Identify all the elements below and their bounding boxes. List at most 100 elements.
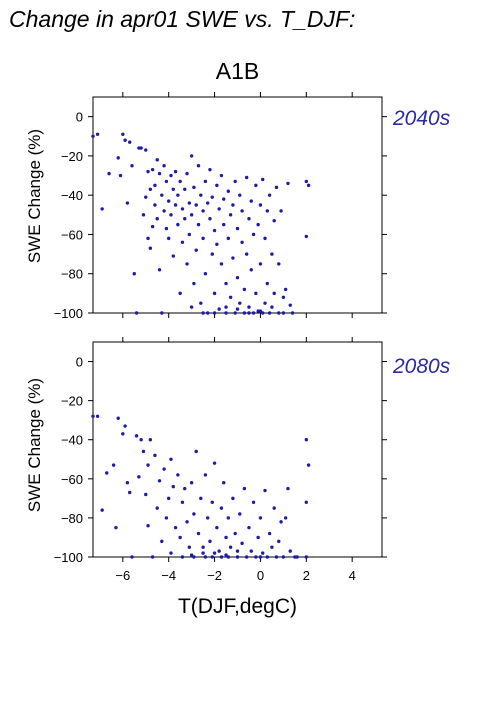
data-point <box>164 516 169 520</box>
data-point <box>265 555 270 559</box>
data-point <box>263 488 267 493</box>
data-point <box>199 301 203 305</box>
data-point <box>242 486 247 491</box>
data-point <box>141 213 146 217</box>
data-point <box>238 193 242 197</box>
y-tick-label: −80 <box>61 267 83 282</box>
data-point <box>226 189 231 193</box>
data-point <box>215 242 219 246</box>
data-point <box>150 555 155 559</box>
data-point <box>139 438 143 442</box>
data-point <box>123 138 127 142</box>
data-point <box>258 516 263 520</box>
data-point <box>288 303 292 307</box>
data-point <box>212 228 217 233</box>
data-point <box>178 535 182 540</box>
data-point <box>240 541 244 546</box>
data-point <box>306 463 311 467</box>
chart-title: Change in apr01 SWE vs. T_DJF: <box>9 6 356 32</box>
data-point <box>127 490 132 495</box>
data-point <box>100 207 104 211</box>
data-point <box>118 173 123 178</box>
data-point <box>283 287 288 292</box>
data-point <box>155 506 159 510</box>
data-point <box>171 254 175 258</box>
period-label-bottom: 2080s <box>393 355 451 378</box>
data-point <box>185 520 189 524</box>
data-point <box>166 496 171 501</box>
data-point <box>146 169 150 174</box>
data-point <box>304 438 309 442</box>
data-point <box>270 252 274 256</box>
data-point <box>222 197 226 201</box>
data-point <box>235 555 240 559</box>
data-point <box>249 549 253 553</box>
data-point <box>144 195 148 199</box>
data-point <box>219 506 224 510</box>
data-point <box>160 539 164 544</box>
y-tick-label: −80 <box>61 511 83 526</box>
x-tick-label: −2 <box>207 568 222 583</box>
data-point <box>261 551 265 555</box>
data-point <box>183 187 187 191</box>
data-point <box>272 506 276 510</box>
data-point <box>251 311 256 315</box>
data-point <box>222 481 226 485</box>
data-point <box>192 185 196 190</box>
data-point <box>224 535 228 540</box>
data-point <box>247 305 251 309</box>
data-point <box>258 203 263 207</box>
data-point <box>270 305 274 309</box>
data-point <box>148 246 153 250</box>
data-point <box>166 199 171 203</box>
data-point <box>228 295 233 299</box>
data-point <box>201 236 205 241</box>
x-tick-label: 4 <box>349 568 356 583</box>
data-point <box>166 236 171 241</box>
data-point <box>249 199 253 203</box>
data-point <box>203 473 208 477</box>
data-point <box>219 555 224 559</box>
data-point <box>247 311 251 315</box>
data-point <box>125 201 130 205</box>
y-tick-label: −100 <box>54 550 83 565</box>
data-point <box>201 209 205 213</box>
data-point <box>208 167 212 172</box>
data-point <box>304 500 309 504</box>
data-point <box>261 311 265 315</box>
data-point <box>199 496 203 501</box>
data-point <box>286 486 290 491</box>
data-point <box>194 203 198 207</box>
data-point <box>201 311 205 315</box>
data-point <box>157 268 162 272</box>
data-point <box>164 226 169 231</box>
x-tick-label: −6 <box>115 568 130 583</box>
data-point <box>189 553 194 557</box>
data-point <box>121 132 125 137</box>
data-point <box>277 539 281 544</box>
data-point <box>205 201 210 205</box>
data-point <box>254 555 258 559</box>
data-point <box>277 311 281 315</box>
data-point <box>224 553 228 557</box>
data-point <box>258 262 263 266</box>
data-point <box>212 551 217 555</box>
data-point <box>258 309 263 313</box>
data-point <box>226 555 231 559</box>
data-point <box>107 171 111 176</box>
data-point <box>256 222 260 227</box>
data-point <box>153 203 157 207</box>
data-point <box>228 213 233 217</box>
data-point <box>192 281 196 286</box>
data-point <box>254 183 258 188</box>
data-point <box>173 169 178 174</box>
data-point <box>169 457 173 461</box>
data-point <box>125 481 130 485</box>
data-point <box>217 207 221 211</box>
data-point <box>238 301 242 305</box>
data-point <box>176 193 180 197</box>
data-point <box>146 463 150 467</box>
data-point <box>295 555 299 559</box>
data-point <box>183 217 187 221</box>
